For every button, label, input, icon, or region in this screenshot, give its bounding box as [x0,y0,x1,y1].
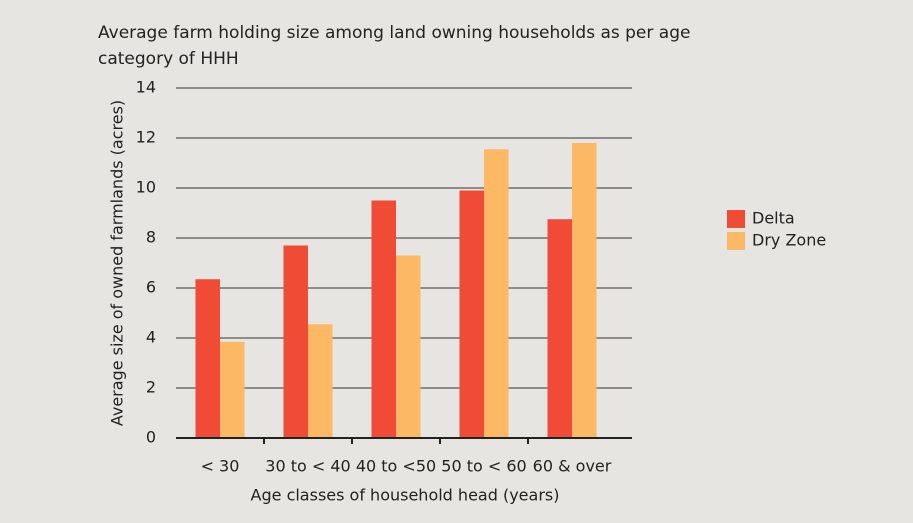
y-tick-label: 4 [146,328,156,347]
y-tick-label: 14 [136,78,156,97]
bar [484,149,509,438]
bar [459,190,484,438]
bar [308,324,333,438]
bar [547,219,572,438]
y-tick-label: 10 [136,178,156,197]
x-tick-label: 30 to < 40 [265,457,350,476]
y-tick-label: 6 [146,278,156,297]
x-tick-label: 40 to <50 [356,457,436,476]
bar [195,279,220,438]
x-tick-label: 60 & over [533,457,612,476]
x-axis-label: Age classes of household head (years) [251,486,560,505]
y-tick-label: 0 [146,428,156,447]
bar [371,200,396,438]
x-tick-label: 50 to < 60 [441,457,526,476]
legend-swatch [727,210,745,228]
bar [283,245,308,438]
bar [220,341,245,438]
legend-label: Delta [752,209,795,228]
y-tick-label: 12 [136,128,156,147]
x-tick-label: < 30 [201,457,240,476]
y-tick-label: 2 [146,378,156,397]
legend-swatch [727,232,745,250]
bar [572,143,597,438]
legend-label: Dry Zone [752,231,826,250]
y-axis-label: Average size of owned farmlands (acres) [108,100,127,426]
y-tick-label: 8 [146,228,156,247]
chart-title: Average farm holding size among land own… [98,23,691,69]
bar [396,255,421,438]
